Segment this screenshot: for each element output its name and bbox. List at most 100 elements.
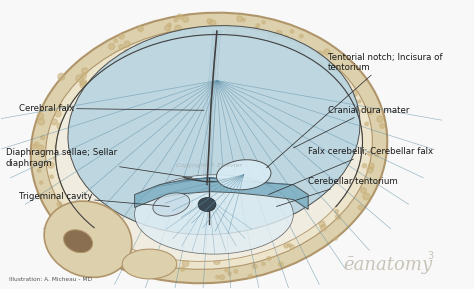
- Circle shape: [375, 153, 379, 157]
- Circle shape: [319, 221, 325, 227]
- Circle shape: [38, 145, 44, 151]
- Circle shape: [82, 68, 88, 74]
- Circle shape: [261, 40, 264, 43]
- Circle shape: [254, 27, 258, 32]
- Circle shape: [214, 258, 220, 264]
- Circle shape: [319, 62, 323, 67]
- Circle shape: [368, 163, 374, 169]
- Circle shape: [210, 20, 216, 27]
- Circle shape: [109, 234, 113, 237]
- Circle shape: [358, 205, 363, 210]
- Circle shape: [136, 253, 139, 256]
- Circle shape: [168, 23, 171, 27]
- Circle shape: [336, 83, 341, 88]
- Circle shape: [100, 245, 105, 250]
- Circle shape: [317, 51, 323, 58]
- Circle shape: [96, 224, 100, 228]
- Circle shape: [219, 275, 225, 280]
- Circle shape: [38, 118, 45, 125]
- Ellipse shape: [46, 27, 373, 269]
- Circle shape: [125, 261, 131, 267]
- Circle shape: [284, 244, 288, 248]
- Circle shape: [57, 123, 64, 130]
- Circle shape: [96, 232, 102, 239]
- Circle shape: [343, 98, 348, 103]
- Circle shape: [32, 144, 36, 149]
- Circle shape: [279, 262, 283, 266]
- Circle shape: [35, 142, 39, 146]
- Circle shape: [125, 49, 129, 54]
- Circle shape: [93, 226, 100, 233]
- Circle shape: [182, 260, 189, 266]
- Circle shape: [262, 21, 265, 24]
- Circle shape: [298, 45, 304, 51]
- Circle shape: [135, 247, 139, 251]
- Circle shape: [363, 164, 366, 168]
- Circle shape: [138, 26, 144, 32]
- Circle shape: [165, 25, 171, 31]
- Circle shape: [51, 119, 57, 125]
- Circle shape: [41, 136, 45, 140]
- Circle shape: [207, 19, 212, 23]
- Circle shape: [136, 44, 140, 49]
- Circle shape: [216, 275, 219, 279]
- Text: Falx cerebelli; Cerebellar falx: Falx cerebelli; Cerebellar falx: [268, 147, 433, 194]
- Circle shape: [155, 272, 159, 275]
- Ellipse shape: [135, 175, 293, 254]
- Circle shape: [119, 34, 124, 39]
- Circle shape: [59, 104, 62, 107]
- Circle shape: [363, 193, 370, 200]
- Text: Tentorial notch; Incisura of
tentorium: Tentorial notch; Incisura of tentorium: [266, 53, 443, 168]
- Ellipse shape: [217, 160, 271, 190]
- Circle shape: [262, 262, 265, 266]
- Circle shape: [37, 113, 44, 119]
- Circle shape: [351, 90, 357, 97]
- Circle shape: [334, 237, 337, 240]
- Circle shape: [368, 151, 373, 156]
- Ellipse shape: [55, 34, 363, 262]
- Ellipse shape: [198, 198, 216, 212]
- Circle shape: [377, 116, 383, 122]
- Circle shape: [256, 24, 260, 27]
- Circle shape: [267, 257, 271, 261]
- Text: Copyright © Elsevier: Copyright © Elsevier: [176, 162, 242, 168]
- Text: 3: 3: [427, 251, 433, 261]
- Circle shape: [67, 207, 73, 213]
- Circle shape: [336, 69, 339, 72]
- Circle shape: [234, 269, 237, 273]
- Text: Illustration: A. Micheau - MD: Illustration: A. Micheau - MD: [9, 277, 91, 282]
- Text: Diaphragma sellae; Sellar
diaphragm: Diaphragma sellae; Sellar diaphragm: [6, 148, 192, 178]
- Circle shape: [81, 73, 86, 79]
- Circle shape: [320, 225, 327, 231]
- Circle shape: [336, 214, 340, 219]
- Ellipse shape: [44, 201, 132, 277]
- Circle shape: [228, 272, 231, 275]
- Circle shape: [324, 49, 330, 55]
- Circle shape: [147, 260, 154, 265]
- Circle shape: [248, 274, 253, 279]
- Circle shape: [242, 18, 246, 22]
- Circle shape: [182, 16, 189, 22]
- Circle shape: [369, 111, 372, 114]
- Circle shape: [237, 16, 243, 22]
- Circle shape: [124, 41, 130, 47]
- Circle shape: [358, 100, 361, 103]
- Circle shape: [118, 45, 124, 49]
- Circle shape: [69, 197, 73, 201]
- Circle shape: [147, 263, 151, 267]
- Ellipse shape: [153, 193, 190, 216]
- Circle shape: [232, 30, 239, 37]
- Circle shape: [80, 79, 87, 86]
- Circle shape: [143, 265, 148, 270]
- Circle shape: [54, 156, 58, 160]
- Circle shape: [191, 30, 198, 36]
- Ellipse shape: [64, 230, 92, 253]
- Text: Cerebral falx: Cerebral falx: [18, 104, 204, 113]
- Circle shape: [72, 203, 77, 208]
- Circle shape: [365, 122, 368, 126]
- Circle shape: [76, 75, 83, 82]
- Polygon shape: [135, 178, 308, 210]
- Circle shape: [367, 167, 373, 173]
- Text: Trigeminal cavity: Trigeminal cavity: [18, 192, 169, 207]
- Circle shape: [288, 243, 291, 247]
